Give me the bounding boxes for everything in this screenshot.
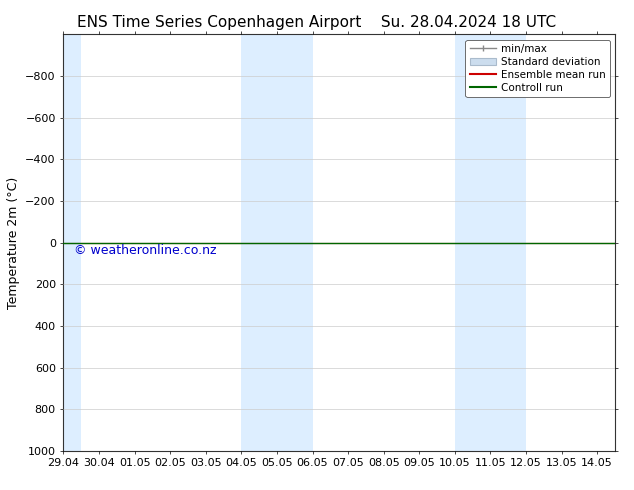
Legend: min/max, Standard deviation, Ensemble mean run, Controll run: min/max, Standard deviation, Ensemble me… [465,40,610,97]
Text: © weatheronline.co.nz: © weatheronline.co.nz [74,244,217,257]
Text: ENS Time Series Copenhagen Airport    Su. 28.04.2024 18 UTC: ENS Time Series Copenhagen Airport Su. 2… [77,15,557,30]
Y-axis label: Temperature 2m (°C): Temperature 2m (°C) [7,176,20,309]
Bar [242,34,313,451]
Bar [455,34,526,451]
Bar [46,34,81,451]
